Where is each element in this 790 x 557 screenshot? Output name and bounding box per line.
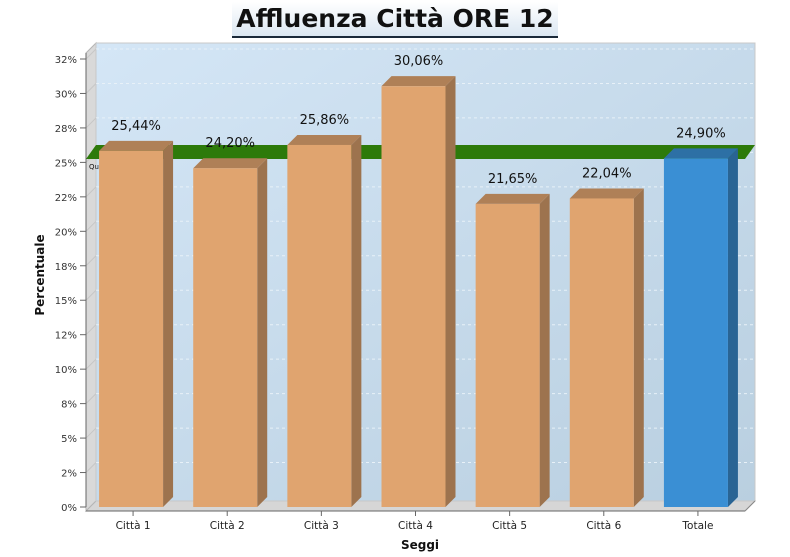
bar-5: 21,65% [475, 172, 550, 507]
title-area: Affluenza Città ORE 12 [0, 0, 790, 42]
bar-front [193, 168, 258, 507]
bar-value-label: 24,90% [676, 126, 726, 141]
bar-value-label: 24,20% [205, 136, 255, 151]
x-axis: Città 1 Città 2 Città 3 Città 4 Città 5 Città… [86, 500, 756, 532]
bar-value-label: 21,65% [488, 172, 538, 187]
bar-value-label: 30,06% [394, 54, 444, 69]
y-axis-label: Percentuale [33, 234, 47, 315]
y-tick-label: 28% [55, 124, 77, 135]
y-tick-label: 22% [55, 193, 77, 204]
bar-front [475, 203, 540, 507]
bar-4: 30,06% [381, 54, 456, 507]
grid-line-wall [85, 462, 97, 473]
y-axis: 0% 2% 5% 8% 10% 12% 15% 18% 20% 22% 25% 28% 30% 32% [55, 53, 87, 514]
bars: 25,44% 24,20% 25,86% 30,06% 21,65% 22,04% 24,9… [99, 54, 738, 507]
grid-line-wall [85, 83, 97, 94]
bar-side [445, 76, 456, 507]
bar-top [663, 148, 738, 159]
bar-value-label: 22,04% [582, 166, 632, 181]
bar-side [539, 193, 550, 507]
bar-front [569, 198, 634, 507]
bar-front [99, 150, 164, 507]
bar-top [381, 76, 456, 87]
bar-value-label: 25,44% [111, 119, 161, 134]
bar-3: 25,86% [287, 113, 362, 507]
bar-side [727, 148, 738, 507]
x-tick-label: Città 5 [492, 520, 527, 532]
bar-7: 24,90% [663, 126, 738, 507]
x-tick-label: Città 2 [210, 520, 245, 532]
bar-side [257, 158, 268, 507]
y-tick-label: 0% [61, 503, 77, 514]
grid-line-wall [85, 117, 97, 129]
y-tick-label: 8% [61, 400, 77, 411]
y-tick-label: 32% [55, 55, 77, 66]
grid-line-wall [85, 427, 97, 439]
bar-front [287, 144, 352, 507]
grid-line-wall [85, 220, 97, 232]
bar-top [287, 134, 362, 145]
bar-front [663, 158, 728, 507]
x-tick-label: Totale [681, 520, 713, 532]
bar-2: 24,20% [193, 136, 268, 507]
x-tick-label: Città 6 [586, 520, 621, 532]
bar-6: 22,04% [569, 166, 644, 507]
y-tick-label: 5% [61, 434, 77, 445]
x-tick-label: Città 1 [116, 520, 151, 532]
plot-left-wall [85, 41, 97, 513]
grid-line-wall [85, 255, 97, 267]
y-tick-label: 12% [55, 331, 77, 342]
bar-side [351, 134, 362, 507]
y-tick-label: 2% [61, 469, 77, 480]
x-axis-depth-line [744, 500, 756, 512]
bar-1: 25,44% [99, 119, 174, 507]
chart-title: Affluenza Città ORE 12 [232, 2, 558, 38]
y-tick-label: 10% [55, 365, 77, 376]
y-tick-label: 20% [55, 227, 77, 238]
grid-line-wall [85, 289, 97, 301]
bar-top [193, 158, 268, 169]
bar-side [163, 140, 174, 507]
grid-line-wall [85, 186, 97, 198]
bar-front [381, 86, 446, 507]
bar-top [475, 193, 550, 204]
grid-line-wall [85, 48, 97, 60]
y-tick-label: 30% [55, 89, 77, 100]
bar-top [569, 188, 644, 199]
grid-line-wall [85, 324, 97, 336]
y-tick-label: 25% [55, 158, 77, 169]
y-tick-label: 15% [55, 296, 77, 307]
grid-line-wall [85, 358, 97, 370]
x-tick-label: Città 4 [398, 520, 433, 532]
bar-top [99, 140, 174, 151]
y-tick-label: 18% [55, 262, 77, 273]
grid-line-wall [85, 393, 97, 404]
x-tick-label: Città 3 [304, 520, 339, 532]
x-axis-label: Seggi [401, 538, 439, 552]
bar-value-label: 25,86% [300, 113, 350, 128]
bar-side [633, 188, 644, 507]
